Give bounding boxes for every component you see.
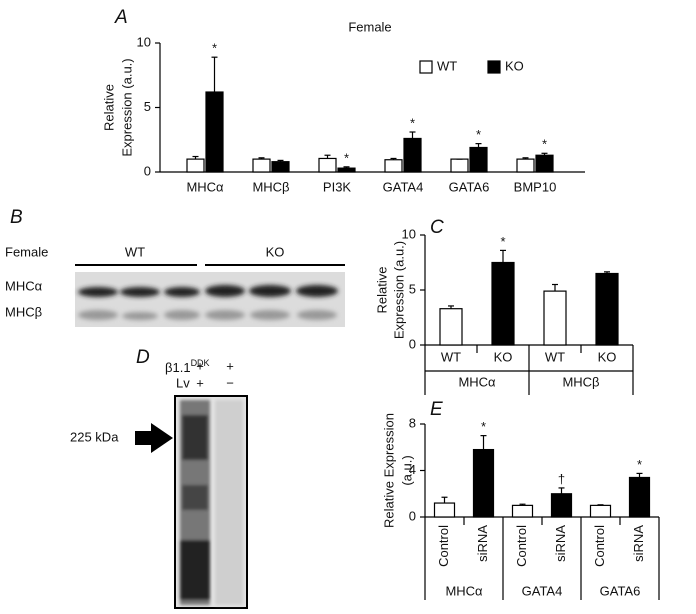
legend-label: KO bbox=[505, 58, 524, 73]
y-tick-label: 10 bbox=[402, 226, 416, 241]
bar bbox=[491, 261, 515, 346]
x-tick-label: siRNA bbox=[475, 525, 490, 562]
row-name: β1.1 bbox=[165, 360, 191, 375]
significance-mark: * bbox=[212, 41, 217, 56]
y-tick-label: 8 bbox=[409, 415, 416, 430]
row-label: MHCβ bbox=[5, 304, 42, 319]
x-tick-label: GATA6 bbox=[449, 179, 490, 194]
sign: + bbox=[196, 375, 204, 390]
significance-mark: † bbox=[558, 471, 565, 486]
y-axis-label: (a.u.) bbox=[399, 455, 414, 485]
sign: − bbox=[226, 375, 234, 390]
bar bbox=[550, 493, 573, 518]
superscript: DDK bbox=[191, 358, 210, 368]
panel-label: C bbox=[430, 217, 444, 238]
group-label: GATA4 bbox=[522, 583, 563, 598]
y-tick-label: 5 bbox=[144, 99, 151, 114]
bar bbox=[469, 146, 488, 173]
bar bbox=[472, 448, 495, 518]
x-tick-label: WT bbox=[441, 349, 461, 364]
bar bbox=[439, 308, 463, 346]
x-tick-label: BMP10 bbox=[514, 179, 557, 194]
bar bbox=[433, 502, 456, 518]
bar bbox=[318, 157, 337, 173]
significance-mark: * bbox=[481, 419, 486, 434]
sign: + bbox=[226, 358, 234, 373]
blot-image bbox=[75, 272, 345, 327]
y-tick-label: 5 bbox=[409, 281, 416, 296]
y-axis-label: Expression (a.u.) bbox=[391, 241, 406, 339]
blot-title: Female bbox=[5, 244, 48, 259]
bar bbox=[535, 154, 554, 173]
group-label: GATA6 bbox=[600, 583, 641, 598]
panel-d: D β1.1DDK + + Lv + − 225 kDa bbox=[70, 347, 248, 609]
y-axis-label: Expression (a.u.) bbox=[119, 58, 134, 156]
legend-label: WT bbox=[437, 58, 457, 73]
x-tick-label: Control bbox=[436, 525, 451, 567]
group-label: MHCα bbox=[445, 583, 483, 598]
x-tick-label: MHCβ bbox=[252, 179, 289, 194]
significance-mark: * bbox=[500, 234, 505, 249]
marker-label: 225 kDa bbox=[70, 429, 119, 444]
y-tick-label: 0 bbox=[144, 163, 151, 178]
panel-label: D bbox=[136, 347, 150, 368]
significance-mark: * bbox=[542, 137, 547, 152]
bar bbox=[628, 476, 651, 518]
group-label: WT bbox=[125, 244, 145, 259]
group-label: KO bbox=[266, 244, 285, 259]
y-axis-label: Relative Expression bbox=[381, 413, 396, 528]
marker-arrow bbox=[135, 423, 173, 453]
chart-title: Female bbox=[348, 19, 391, 34]
sign: + bbox=[196, 358, 204, 373]
y-tick-label: 0 bbox=[409, 508, 416, 523]
bar bbox=[450, 158, 469, 173]
group-label: MHCβ bbox=[562, 374, 599, 389]
group-label: MHCα bbox=[458, 374, 496, 389]
x-tick-label: KO bbox=[598, 349, 617, 364]
y-tick-label: 10 bbox=[137, 34, 151, 49]
y-axis-label: Relative bbox=[374, 267, 389, 314]
significance-mark: * bbox=[637, 457, 642, 472]
bar bbox=[252, 158, 271, 173]
bar bbox=[337, 167, 356, 173]
legend-swatch bbox=[487, 60, 501, 74]
bar bbox=[205, 91, 224, 173]
panel-label: A bbox=[114, 7, 128, 28]
bar bbox=[511, 504, 534, 518]
bar bbox=[403, 137, 422, 173]
bar bbox=[384, 159, 403, 173]
row-label: MHCα bbox=[5, 278, 43, 293]
x-tick-label: WT bbox=[545, 349, 565, 364]
x-tick-label: siRNA bbox=[631, 525, 646, 562]
panel-label: E bbox=[430, 399, 443, 420]
significance-mark: * bbox=[410, 115, 415, 130]
row-label: β1.1DDK bbox=[165, 358, 210, 375]
panel-label: B bbox=[10, 207, 23, 228]
legend-swatch bbox=[419, 60, 433, 74]
significance-mark: * bbox=[344, 150, 349, 165]
bar bbox=[595, 272, 619, 346]
x-tick-label: PI3K bbox=[323, 179, 352, 194]
panel-b: B Female WT KO MHCα MHCβ bbox=[5, 207, 345, 327]
row-label: Lv bbox=[176, 375, 190, 390]
x-tick-label: Control bbox=[514, 525, 529, 567]
y-tick-label: 4 bbox=[409, 462, 416, 477]
bar bbox=[271, 161, 290, 173]
y-axis-label: Relative bbox=[101, 84, 116, 131]
bar bbox=[543, 290, 567, 346]
x-tick-label: KO bbox=[494, 349, 513, 364]
bar bbox=[589, 504, 612, 518]
bar bbox=[186, 158, 205, 173]
x-tick-label: GATA4 bbox=[383, 179, 424, 194]
blot-image bbox=[174, 395, 248, 609]
bar bbox=[516, 158, 535, 173]
x-tick-label: siRNA bbox=[553, 525, 568, 562]
x-tick-label: Control bbox=[592, 525, 607, 567]
y-tick-label: 0 bbox=[409, 336, 416, 351]
significance-mark: * bbox=[476, 127, 481, 142]
x-tick-label: MHCα bbox=[186, 179, 224, 194]
